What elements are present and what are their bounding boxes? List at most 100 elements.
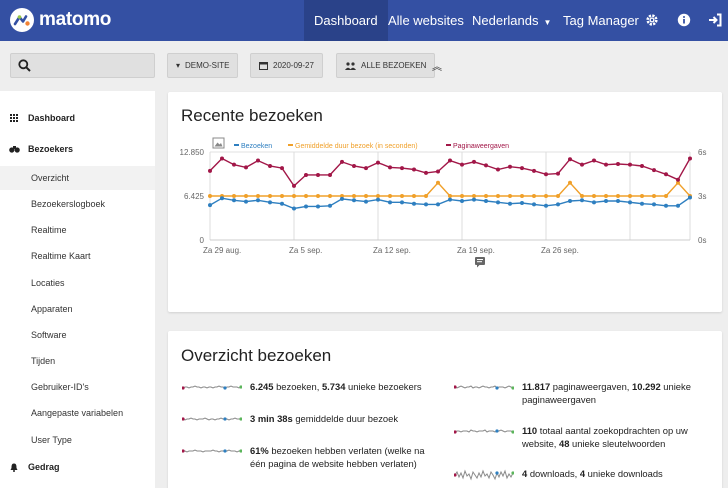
- data-point: [364, 199, 368, 204]
- data-point: [604, 194, 608, 198]
- nav-all-websites[interactable]: Alle websites: [388, 13, 464, 28]
- data-point: [316, 172, 320, 177]
- sidebar-item-tijden[interactable]: Tijden: [31, 356, 56, 366]
- users-icon: [345, 61, 356, 70]
- sidebar-section-label: Bezoekers: [28, 144, 74, 154]
- data-point: [460, 194, 464, 198]
- site-selector-label: DEMO-SITE: [185, 61, 230, 70]
- info-icon[interactable]: [676, 12, 692, 28]
- data-point: [328, 194, 332, 198]
- data-point: [652, 168, 656, 173]
- data-point: [412, 201, 416, 206]
- sparkline-dot: [454, 385, 457, 389]
- y-left-tick-label: 12.850: [180, 148, 205, 157]
- data-point: [664, 203, 668, 208]
- sidebar-section-label: Dashboard: [28, 113, 76, 123]
- date-selector-label: 2020-09-27: [273, 61, 314, 70]
- data-point: [556, 171, 560, 176]
- sidebar-item-overzicht[interactable]: Overzicht: [0, 166, 155, 190]
- caret-down-icon: ▼: [543, 18, 552, 27]
- sidebar-item-user-type[interactable]: User Type: [31, 435, 72, 445]
- data-point: [472, 197, 476, 202]
- data-point: [340, 194, 344, 198]
- visits-overview-card: Overzicht bezoeken 6.245 bezoeken, 5.734…: [168, 331, 722, 488]
- sparkline-pageviews[interactable]: [454, 380, 514, 394]
- sparkline-visits[interactable]: [182, 380, 242, 394]
- sparkline-downloads[interactable]: [454, 467, 514, 481]
- legend-swatch: [288, 144, 293, 146]
- sidebar-item-gebruiker-ids[interactable]: Gebruiker-ID's: [31, 382, 89, 392]
- data-point: [448, 194, 452, 198]
- data-point: [220, 196, 224, 201]
- sparkline-avg-duration[interactable]: [182, 412, 242, 426]
- data-point: [388, 165, 392, 170]
- data-point: [316, 194, 320, 198]
- segment-selector-label: ALLE BEZOEKEN: [361, 61, 427, 70]
- data-point: [676, 180, 680, 185]
- data-point: [508, 201, 512, 206]
- sidebar-item-locaties[interactable]: Locaties: [31, 278, 65, 288]
- data-point: [208, 194, 212, 198]
- segment-selector[interactable]: ALLE BEZOEKEN: [336, 53, 436, 78]
- data-point: [424, 202, 428, 207]
- export-image-icon[interactable]: [212, 137, 225, 149]
- site-selector[interactable]: ▾ DEMO-SITE: [167, 53, 239, 78]
- data-point: [448, 197, 452, 202]
- data-point: [436, 202, 440, 207]
- data-point: [256, 198, 260, 203]
- sidebar-item-bezoekerslogboek[interactable]: Bezoekerslogboek: [31, 199, 106, 209]
- data-point: [496, 167, 500, 172]
- data-point: [592, 194, 596, 198]
- collapse-chevron-icon[interactable]: ︽: [432, 62, 442, 73]
- sparkline-searches[interactable]: [454, 424, 514, 438]
- data-point: [592, 200, 596, 205]
- matomo-logo[interactable]: matomo: [10, 8, 111, 32]
- sidebar-item-aangepaste-variabelen[interactable]: Aangepaste variabelen: [31, 408, 124, 418]
- data-point: [640, 201, 644, 206]
- sidebar-item-software[interactable]: Software: [31, 330, 67, 340]
- date-selector[interactable]: 2020-09-27: [250, 53, 323, 78]
- control-bar: ▾ DEMO-SITE 2020-09-27 ALLE BEZOEKEN ︽: [0, 41, 728, 89]
- data-point: [460, 198, 464, 203]
- caret-down-icon: ▾: [176, 61, 181, 70]
- nav-tag-manager[interactable]: Tag Manager: [563, 13, 639, 28]
- annotations-icon[interactable]: [475, 257, 485, 268]
- data-point: [352, 198, 356, 203]
- sidebar-section-dashboard[interactable]: Dashboard: [0, 106, 155, 130]
- sparkline-dot: [454, 473, 457, 477]
- legend-entry: Bezoeken: [241, 143, 272, 150]
- data-point: [436, 180, 440, 185]
- stat-searches-text: 110 totaal aantal zoekopdrachten op uw w…: [522, 425, 688, 449]
- sidebar-item-realtime[interactable]: Realtime: [31, 225, 67, 235]
- data-point: [304, 204, 308, 209]
- data-point: [556, 202, 560, 207]
- sparkline-dot: [495, 471, 499, 475]
- nav-language[interactable]: Nederlands ▼: [462, 0, 561, 41]
- data-point: [640, 164, 644, 169]
- sparkline-path: [183, 449, 241, 453]
- data-point: [376, 197, 380, 202]
- sidebar-section-gedrag[interactable]: Gedrag: [0, 455, 155, 479]
- data-point: [412, 194, 416, 198]
- sidebar-section-bezoekers[interactable]: Bezoekers: [0, 137, 155, 161]
- sparkline-dot: [182, 417, 185, 421]
- sidebar-section-label: Gedrag: [28, 462, 60, 472]
- data-point: [628, 194, 632, 198]
- data-point: [520, 166, 524, 171]
- sparkline-dot: [223, 449, 227, 453]
- data-point: [508, 194, 512, 198]
- nav-dashboard[interactable]: Dashboard: [304, 0, 388, 41]
- data-point: [208, 203, 212, 208]
- stat-pageviews-text: 11.817 paginaweergaven, 10.292 unieke pa…: [522, 381, 691, 405]
- stat-bounce-rate: 61% bezoeken hebben verlaten (welke na é…: [182, 444, 452, 470]
- bell-icon: [0, 463, 28, 472]
- gear-icon[interactable]: [644, 12, 660, 28]
- sidebar-item-apparaten[interactable]: Apparaten: [31, 304, 73, 314]
- search-input[interactable]: [10, 53, 155, 78]
- sparkline-bounce-rate[interactable]: [182, 444, 242, 458]
- stat-visits-text: 6.245 bezoeken, 5.734 unieke bezoekers: [250, 381, 422, 392]
- x-tick-label: Za 19 sep.: [457, 246, 495, 255]
- sparkline-dot: [182, 449, 185, 453]
- sidebar-item-realtime-kaart[interactable]: Realtime Kaart: [31, 251, 91, 261]
- sign-out-icon[interactable]: [707, 12, 723, 28]
